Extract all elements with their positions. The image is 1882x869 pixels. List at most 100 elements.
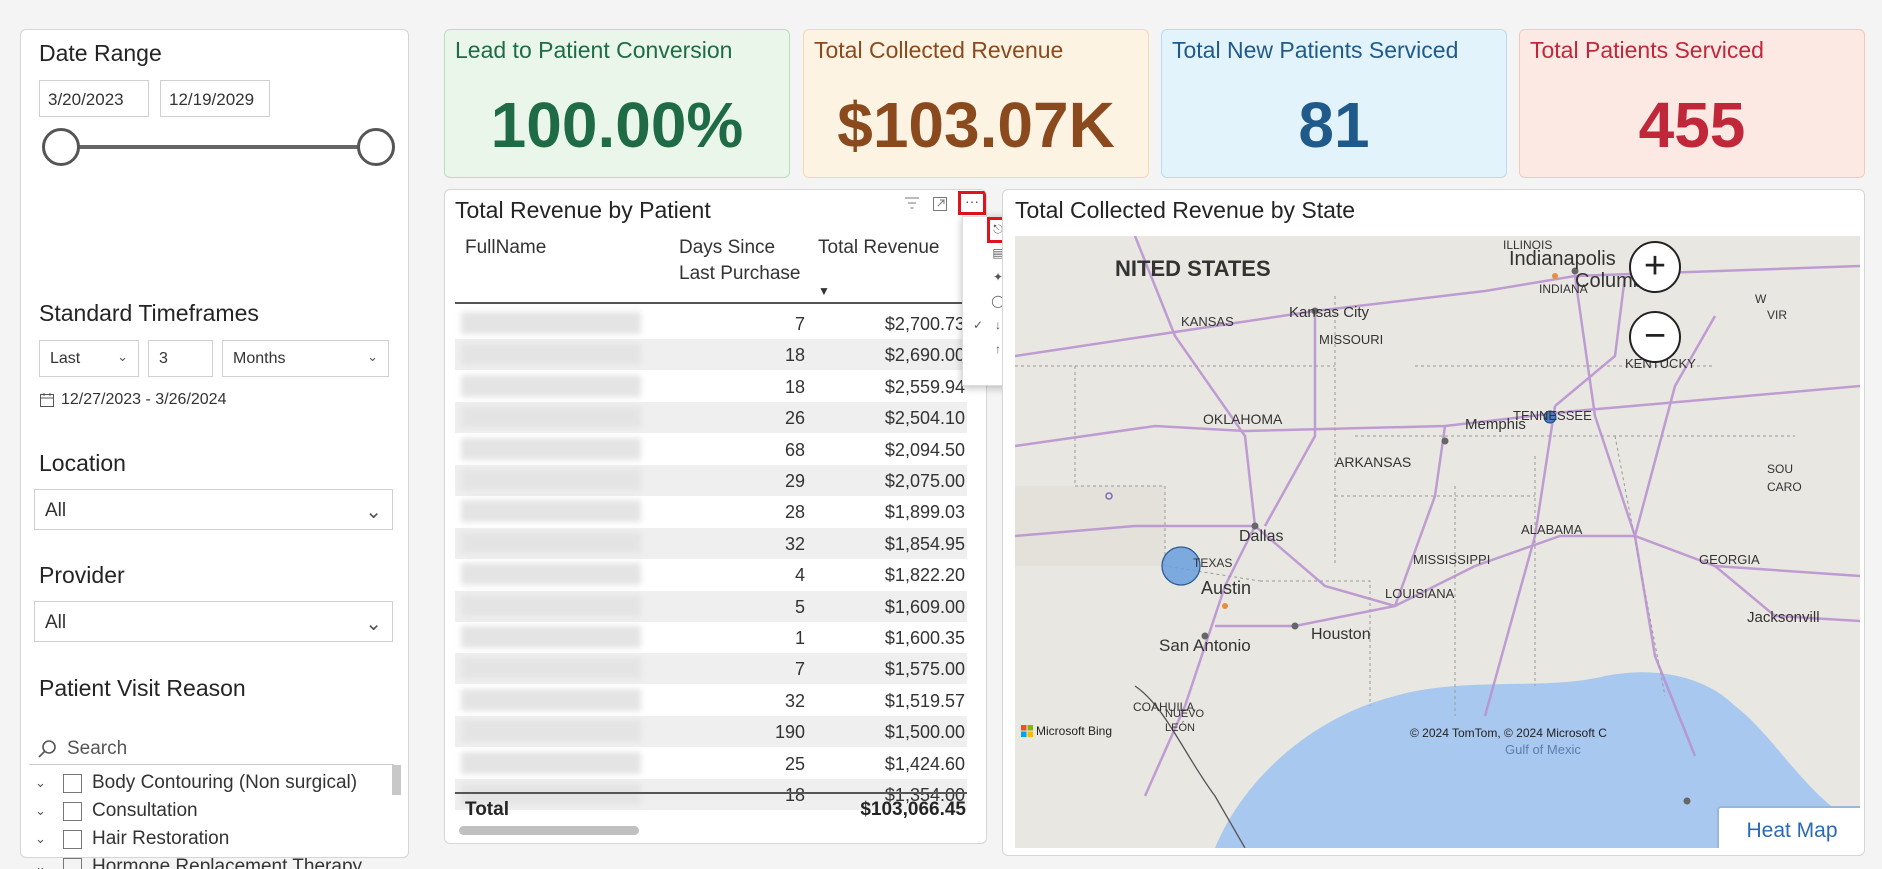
filter-icon[interactable] — [904, 196, 920, 215]
chevron-down-icon: ⌄ — [365, 501, 382, 523]
days-since-cell: 4 — [794, 565, 805, 586]
caret-down-icon: ▼ — [818, 284, 830, 298]
total-revenue-cell: $1,575.00 — [884, 659, 965, 680]
days-since-cell: 7 — [794, 659, 805, 680]
patient-name-redacted — [461, 688, 641, 711]
map-place-label: MISSISSIPPI — [1413, 552, 1491, 567]
zoom-in-button[interactable]: + — [1629, 241, 1681, 293]
table-row[interactable]: 28 $1,899.03 — [455, 496, 967, 527]
expand-chevron-icon[interactable]: ⌄ — [35, 803, 46, 818]
standard-timeframes-title: Standard Timeframes — [39, 300, 259, 326]
table-row[interactable]: 32 $1,854.95 — [455, 527, 967, 559]
total-revenue-cell: $1,854.95 — [884, 533, 965, 554]
total-revenue-cell: $1,500.00 — [884, 722, 965, 743]
days-since-cell: 26 — [784, 408, 805, 429]
visit-reason-item[interactable]: ⌄ Hormone Replacement Therapy... — [35, 856, 376, 869]
map-place-label: MISSOURI — [1319, 332, 1384, 347]
date-slider-start-handle[interactable] — [42, 128, 80, 166]
timeframe-count-input[interactable]: 3 — [148, 340, 213, 377]
patient-name-redacted — [461, 312, 641, 334]
date-slider-track[interactable] — [61, 145, 379, 149]
column-header-revenue[interactable]: Total Revenue — [818, 237, 940, 258]
timeframe-unit-select[interactable]: Months ⌄ — [222, 340, 389, 377]
checkbox[interactable] — [63, 829, 82, 849]
total-revenue-cell: $2,094.50 — [884, 439, 965, 460]
date-end-input[interactable]: 12/19/2029 — [160, 80, 270, 117]
map-place-label: Houston — [1311, 626, 1371, 643]
visit-reason-label: Hair Restoration — [92, 828, 230, 849]
table-row[interactable]: 26 $2,504.10 — [455, 402, 967, 434]
map-place-label: CARO — [1767, 480, 1802, 494]
checkbox[interactable] — [63, 801, 82, 821]
visit-reason-item[interactable]: ⌄ Hair Restoration — [35, 828, 229, 850]
timeframe-period-select[interactable]: Last ⌄ — [39, 340, 139, 377]
map-base — [1015, 236, 1860, 848]
calendar-icon — [40, 393, 54, 407]
visit-reason-label: Body Contouring (Non surgical) — [92, 772, 358, 793]
kpi-value: 81 — [1298, 89, 1370, 161]
map-place-label: Jacksonvill — [1747, 609, 1820, 626]
kpi-label: Total Collected Revenue — [814, 37, 1064, 63]
horizontal-scrollbar[interactable] — [459, 826, 639, 835]
patient-name-redacted — [461, 783, 641, 805]
gulf-label: Gulf of Mexic — [1505, 742, 1581, 757]
visit-reason-title: Patient Visit Reason — [39, 675, 246, 701]
column-header-days[interactable]: Days Since Last Purchase — [679, 235, 800, 287]
map-place-label: NITED STATES — [1115, 256, 1271, 281]
more-options-button[interactable]: ··· — [958, 191, 986, 215]
table-row[interactable]: 4 $1,822.20 — [455, 559, 967, 590]
zoom-out-button[interactable]: − — [1629, 311, 1681, 363]
patient-name-redacted — [461, 563, 641, 586]
visit-reason-item[interactable]: ⌄ Body Contouring (Non surgical) — [35, 772, 357, 794]
days-since-cell: 25 — [784, 753, 805, 774]
checkbox[interactable] — [63, 773, 82, 793]
visit-reason-scrollbar[interactable] — [392, 765, 401, 795]
visit-reason-label: Hormone Replacement Therapy... — [92, 856, 377, 869]
table-row[interactable]: 1 $1,600.35 — [455, 622, 967, 653]
table-row[interactable]: 7 $2,700.73 — [455, 308, 967, 339]
table-row[interactable]: 18 $1,354.00 — [455, 779, 967, 810]
table-row[interactable]: 32 $1,519.57 — [455, 685, 967, 716]
expand-chevron-icon[interactable]: ⌄ — [35, 831, 46, 846]
table-row[interactable]: 5 $1,609.00 — [455, 590, 967, 622]
table-row[interactable]: 25 $1,424.60 — [455, 748, 967, 779]
export-icon: ⎋ — [993, 222, 1003, 236]
focus-mode-icon[interactable] — [932, 196, 948, 217]
search-divider — [29, 764, 394, 765]
table-row[interactable]: 18 $2,559.94 — [455, 371, 967, 402]
map-place-label: INDIANA — [1539, 282, 1588, 296]
provider-value: All — [45, 612, 67, 633]
kpi-total-patients: Total Patients Serviced 455 — [1519, 29, 1865, 178]
map-canvas[interactable]: ILLINOIS Indianapolis INDIANA Columbus W VIR N… — [1015, 236, 1860, 848]
days-since-cell: 7 — [794, 314, 805, 334]
date-start-input[interactable]: 3/20/2023 — [39, 80, 149, 117]
expand-chevron-icon[interactable]: ⌄ — [35, 859, 46, 869]
visit-reason-search[interactable]: Search — [37, 738, 127, 760]
days-since-cell: 5 — [794, 596, 805, 617]
provider-dropdown[interactable]: All ⌄ — [34, 601, 393, 642]
patient-name-redacted — [461, 406, 641, 429]
chevron-down-icon: ⌄ — [367, 349, 378, 364]
heat-map-button[interactable]: Heat Map — [1717, 806, 1860, 848]
location-title: Location — [39, 450, 126, 476]
date-slider-end-handle[interactable] — [357, 128, 395, 166]
table-row[interactable]: 68 $2,094.50 — [455, 434, 967, 465]
table-row[interactable]: 190 $1,500.00 — [455, 716, 967, 748]
checkbox[interactable] — [63, 857, 82, 869]
visit-reason-item[interactable]: ⌄ Consultation — [35, 800, 198, 822]
plus-icon: + — [1643, 245, 1667, 287]
total-divider — [455, 792, 967, 794]
date-range-title: Date Range — [39, 40, 162, 66]
table-row[interactable]: 7 $1,575.00 — [455, 653, 967, 685]
table-row[interactable]: 18 $2,690.00 — [455, 339, 967, 371]
map-place-label: ILLINOIS — [1503, 238, 1553, 252]
table-icon: ▤ — [992, 246, 1004, 260]
table-row[interactable]: 29 $2,075.00 — [455, 465, 967, 496]
column-header-fullname[interactable]: FullName — [465, 237, 547, 258]
location-dropdown[interactable]: All ⌄ — [34, 489, 393, 530]
expand-chevron-icon[interactable]: ⌄ — [35, 775, 46, 790]
days-since-cell: 32 — [784, 533, 805, 554]
map-place-label: GEORGIA — [1699, 552, 1760, 567]
days-since-cell: 18 — [784, 376, 805, 397]
patient-name-redacted — [461, 626, 641, 648]
